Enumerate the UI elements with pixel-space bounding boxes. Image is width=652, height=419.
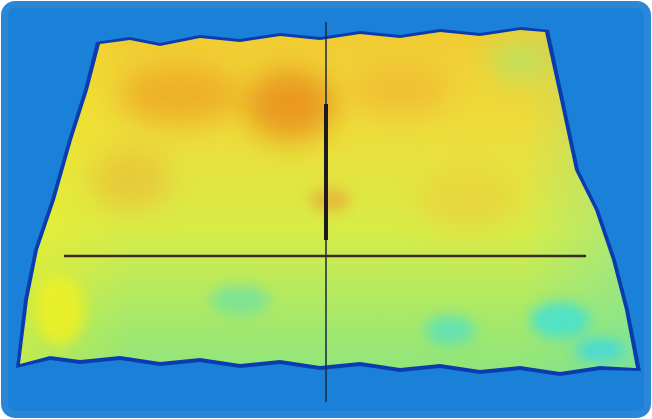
hot-spots: [90, 40, 550, 230]
cool-spots: [35, 188, 625, 362]
